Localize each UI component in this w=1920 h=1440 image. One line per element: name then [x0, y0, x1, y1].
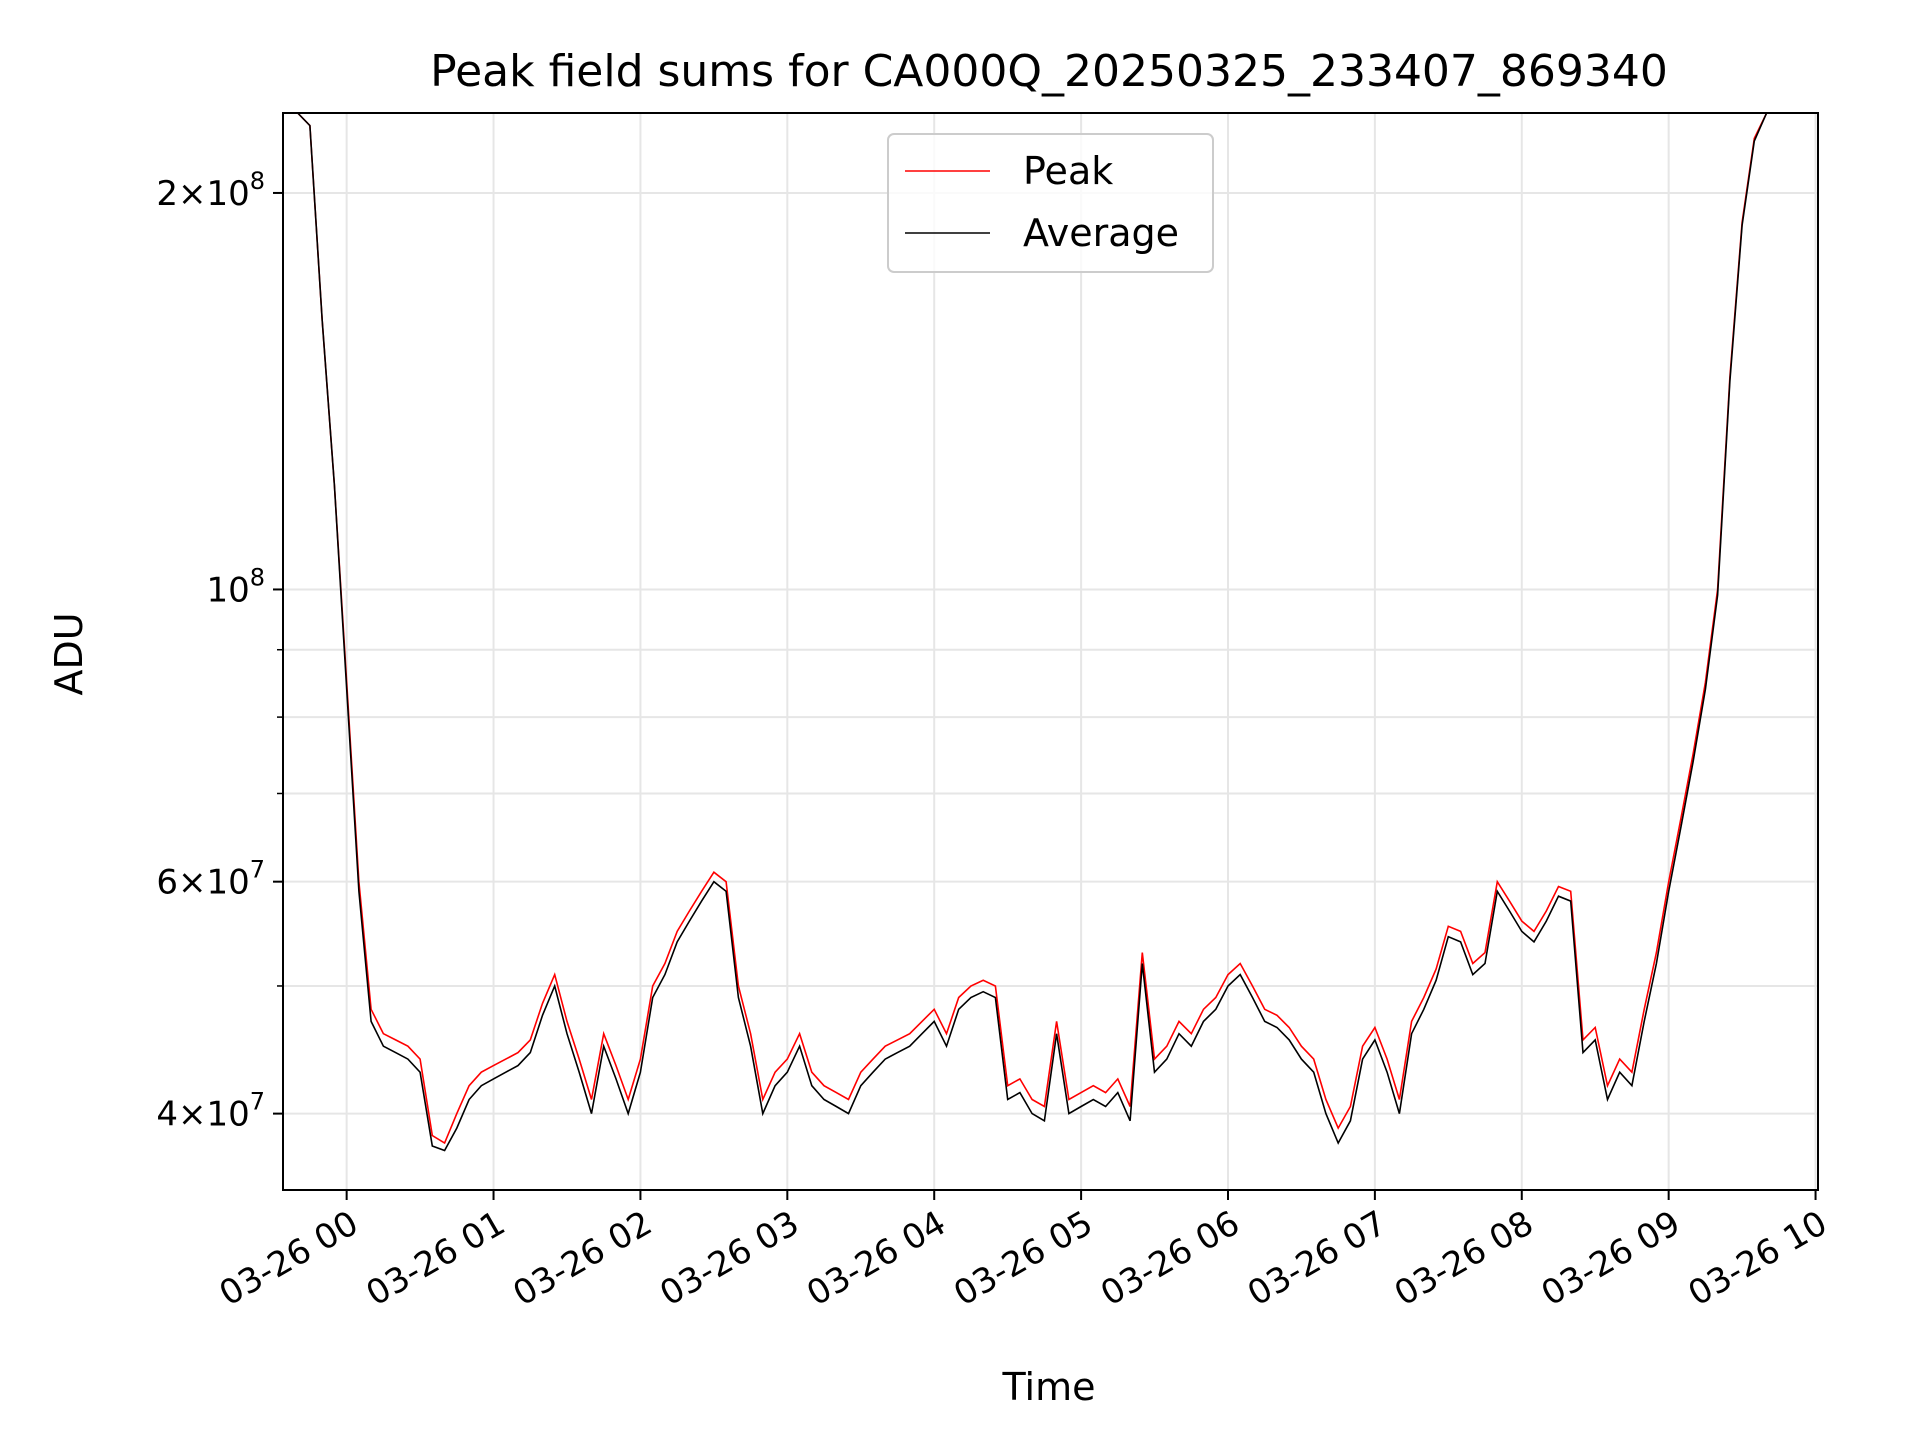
y-tick-label: 4×107 [156, 1088, 265, 1135]
y-axis-ticks: 4×107 6×107 108 2×108 [156, 167, 283, 1135]
x-axis-label: Time [1002, 1365, 1096, 1409]
y-axis-label: ADU [47, 612, 91, 695]
series-line-average [283, 112, 1779, 1152]
plot-frame [282, 112, 1819, 1191]
y-tick-label: 6×107 [156, 856, 265, 903]
y-tick-label: 108 [206, 563, 265, 610]
legend: Peak Average [887, 133, 1214, 273]
y-tick-label: 2×108 [156, 167, 265, 214]
chart-title: Peak field sums for CA000Q_20250325_2334… [430, 46, 1668, 97]
legend-box [887, 133, 1214, 273]
legend-label-average: Average [1023, 211, 1179, 255]
legend-label-peak: Peak [1023, 149, 1113, 193]
series-line-peak [283, 112, 1779, 1145]
series-layer [283, 112, 1779, 1152]
